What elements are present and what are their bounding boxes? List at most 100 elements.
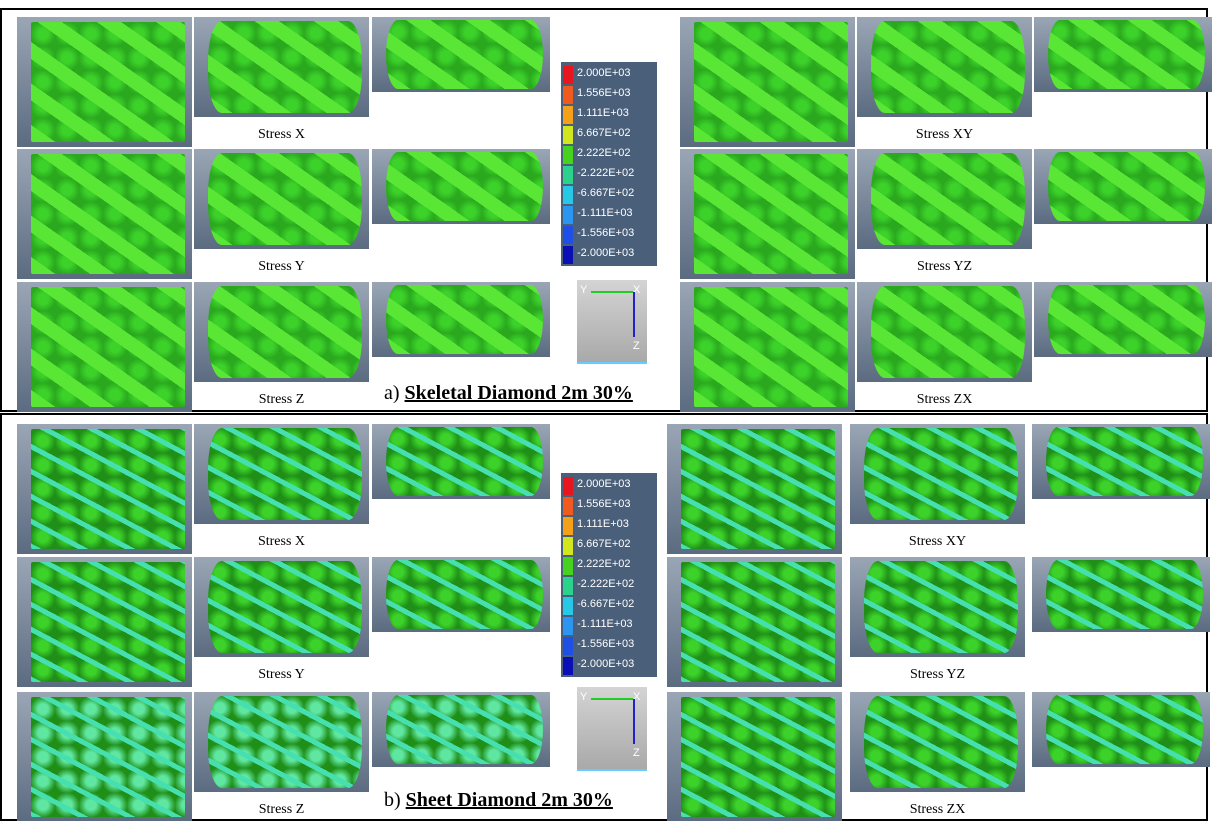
stress-contour bbox=[1048, 152, 1205, 221]
result-image bbox=[17, 17, 192, 147]
result-image bbox=[1032, 557, 1210, 632]
legend-value: -1.111E+03 bbox=[577, 207, 633, 219]
stress-contour bbox=[208, 561, 362, 653]
legend-row: 1.556E+03 bbox=[561, 495, 657, 515]
legend-row: -2.000E+03 bbox=[561, 655, 657, 675]
axis-arrow bbox=[591, 698, 633, 700]
legend-value: 1.556E+03 bbox=[577, 498, 631, 510]
result-image bbox=[372, 282, 550, 357]
legend-value: 2.000E+03 bbox=[577, 67, 631, 79]
panel-section: Stress X Stress Y Stress Z Stress XY Stress … bbox=[0, 8, 1212, 412]
stress-contour bbox=[386, 560, 543, 629]
stress-label: Stress X bbox=[257, 534, 306, 549]
legend-value: -1.556E+03 bbox=[577, 227, 635, 239]
stress-label: Stress Y bbox=[258, 259, 305, 274]
stress-contour bbox=[681, 429, 835, 549]
legend-value: 6.667E+02 bbox=[577, 127, 631, 139]
result-image bbox=[850, 692, 1025, 792]
legend-swatch bbox=[563, 577, 573, 595]
panel-section: Stress X Stress Y Stress Z Stress XY Stress … bbox=[0, 413, 1210, 821]
legend-value: -6.667E+02 bbox=[577, 598, 635, 610]
result-image bbox=[1034, 17, 1212, 92]
axis-label: X bbox=[633, 691, 641, 703]
stress-label: Stress XY bbox=[908, 534, 967, 549]
legend-row: 2.000E+03 bbox=[561, 475, 657, 495]
legend-value: 2.222E+02 bbox=[577, 558, 631, 570]
legend-row: -2.000E+03 bbox=[561, 244, 657, 264]
legend-swatch bbox=[563, 617, 573, 635]
result-image bbox=[372, 17, 550, 92]
legend-row: -2.222E+02 bbox=[561, 164, 657, 184]
result-image bbox=[194, 692, 369, 792]
axis-arrow bbox=[591, 291, 633, 293]
legend-swatch bbox=[563, 477, 573, 495]
stress-contour bbox=[208, 428, 362, 520]
caption-prefix: a) bbox=[384, 382, 400, 404]
legend-value: 2.222E+02 bbox=[577, 147, 631, 159]
result-image bbox=[194, 282, 369, 382]
result-image bbox=[857, 17, 1032, 117]
legend-swatch bbox=[563, 537, 573, 555]
legend-swatch bbox=[563, 637, 573, 655]
legend-row: 1.111E+03 bbox=[561, 515, 657, 535]
axis-arrow bbox=[633, 292, 635, 337]
result-image bbox=[194, 17, 369, 117]
result-image bbox=[194, 424, 369, 524]
stress-contour bbox=[386, 20, 543, 89]
legend-row: -6.667E+02 bbox=[561, 184, 657, 204]
legend-value: -2.000E+03 bbox=[577, 247, 635, 259]
legend-row: 2.222E+02 bbox=[561, 144, 657, 164]
stress-contour bbox=[31, 154, 185, 274]
legend-value: 6.667E+02 bbox=[577, 538, 631, 550]
result-image bbox=[194, 557, 369, 657]
caption: a) Skeletal Diamond 2m 30% bbox=[384, 382, 633, 405]
stress-contour bbox=[386, 427, 543, 496]
axis-label: Z bbox=[633, 340, 640, 352]
legend-swatch bbox=[563, 86, 573, 104]
stress-contour bbox=[31, 697, 185, 817]
stress-contour bbox=[694, 22, 848, 142]
color-legend: 2.000E+03 1.556E+03 1.111E+03 6.667E+02 2.22… bbox=[561, 62, 657, 266]
result-image bbox=[680, 282, 855, 412]
result-image bbox=[1034, 149, 1212, 224]
result-image bbox=[667, 557, 842, 687]
stress-label: Stress Z bbox=[258, 392, 305, 407]
axis-label: Y bbox=[580, 691, 588, 703]
legend-swatch bbox=[563, 206, 573, 224]
stress-label: Stress YZ bbox=[909, 667, 966, 682]
stress-contour bbox=[31, 22, 185, 142]
caption-title: Sheet Diamond 2m 30% bbox=[405, 789, 613, 811]
stress-contour bbox=[208, 696, 362, 788]
legend-swatch bbox=[563, 186, 573, 204]
result-image bbox=[667, 424, 842, 554]
legend-swatch bbox=[563, 66, 573, 84]
axis-arrow bbox=[633, 699, 635, 744]
stress-contour bbox=[1046, 427, 1203, 496]
result-image bbox=[1034, 282, 1212, 357]
stress-label: Stress ZX bbox=[909, 802, 966, 817]
legend-value: -2.000E+03 bbox=[577, 658, 635, 670]
stress-contour bbox=[871, 286, 1025, 378]
legend-swatch bbox=[563, 106, 573, 124]
legend-value: 2.000E+03 bbox=[577, 478, 631, 490]
result-image bbox=[17, 424, 192, 554]
result-image bbox=[17, 282, 192, 412]
result-image bbox=[17, 557, 192, 687]
stress-contour bbox=[31, 562, 185, 682]
legend-swatch bbox=[563, 597, 573, 615]
stress-contour bbox=[31, 287, 185, 407]
axis-label: Z bbox=[633, 747, 640, 759]
result-image bbox=[857, 282, 1032, 382]
result-image bbox=[372, 149, 550, 224]
legend-row: 2.000E+03 bbox=[561, 64, 657, 84]
result-image bbox=[680, 149, 855, 279]
stress-contour bbox=[208, 153, 362, 245]
legend-row: 1.111E+03 bbox=[561, 104, 657, 124]
stress-contour bbox=[864, 428, 1018, 520]
stress-contour bbox=[31, 429, 185, 549]
legend-swatch bbox=[563, 657, 573, 675]
stress-label: Stress Z bbox=[258, 802, 305, 817]
stress-contour bbox=[386, 695, 543, 764]
result-image bbox=[17, 149, 192, 279]
stress-contour bbox=[694, 154, 848, 274]
